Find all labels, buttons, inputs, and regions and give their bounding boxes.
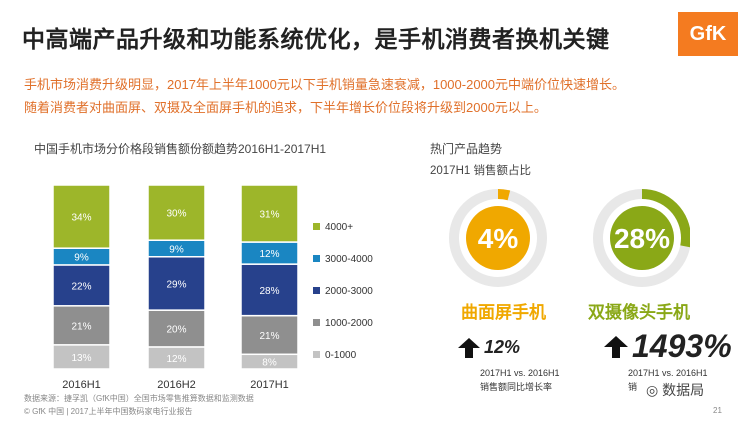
bar-segment — [147, 184, 206, 241]
growth-note-1-line1: 2017H1 vs. 2016H1 — [480, 368, 560, 378]
copyright: © GfK 中国 | 2017上半年中国数码家电行业报告 — [24, 407, 193, 416]
bar-value-label: 21% — [71, 321, 91, 332]
bar-value-label: 30% — [166, 209, 186, 220]
bar-value-label: 21% — [259, 331, 279, 342]
legend-swatch — [313, 223, 320, 230]
curved-screen-label: 曲面屏手机 — [461, 303, 546, 322]
donut-center — [466, 206, 530, 270]
legend-label: 2000-3000 — [325, 286, 373, 297]
summary-line-2: 随着消费者对曲面屏、双摄及全面屏手机的追求，下半年增长价位段将升级到2000元以… — [24, 100, 547, 115]
legend-swatch — [313, 351, 320, 358]
wechat-icon: ◎ — [646, 382, 659, 398]
bar-value-label: 29% — [166, 279, 186, 290]
donut-value: 4% — [478, 223, 519, 254]
donut-area: 4% 28% — [449, 189, 690, 287]
bar-segment — [52, 305, 111, 346]
up-arrow-icon — [458, 338, 480, 363]
dual-camera-label: 双摄像头手机 — [588, 303, 690, 322]
x-tick-label: 2016H2 — [157, 379, 196, 391]
growth-note-2-line2: 销 — [628, 382, 638, 392]
bar-segment — [240, 184, 299, 243]
page-number: 21 — [713, 406, 722, 415]
donut-value: 28% — [614, 223, 670, 254]
bar-value-label: 34% — [71, 213, 91, 224]
bar-value-label: 9% — [74, 253, 89, 264]
growth-note-2-line1: 2017H1 vs. 2016H1 — [628, 368, 708, 378]
growth-note-2: 2017H1 vs. 2016H1 销 — [628, 366, 708, 394]
legend-swatch — [313, 287, 320, 294]
x-tick-label: 2017H1 — [250, 379, 289, 391]
bar-value-label: 31% — [259, 210, 279, 221]
summary-line-1: 手机市场消费升级明显，2017年上半年1000元以下手机销量急速衰减，1000-… — [24, 77, 626, 92]
hot-products-subtitle: 2017H1 销售额占比 — [430, 165, 531, 177]
curved-screen-growth: 12% — [484, 337, 521, 357]
bar-segment — [240, 314, 299, 356]
donut-arc — [593, 189, 690, 287]
legend-label: 3000-4000 — [325, 254, 373, 265]
legend-swatch — [313, 319, 320, 326]
gfk-logo: GfK — [678, 12, 738, 56]
legend-label: 0-1000 — [325, 350, 357, 361]
up-arrow-icon — [604, 336, 628, 363]
source-note: 数据来源：捷孚凯（GfK中国）全国市场零售推算数据和监测数据 — [24, 394, 254, 403]
bar-segment — [52, 184, 111, 249]
watermark: ◎ 数据局 — [646, 380, 704, 400]
bar-segment — [240, 263, 299, 317]
chart-title: 中国手机市场分价格段销售额份额趋势2016H1-2017H1 — [34, 142, 327, 156]
bar-value-label: 28% — [259, 286, 279, 297]
donut-arc — [449, 189, 547, 287]
bar-value-label: 22% — [71, 281, 91, 292]
bar-value-label: 12% — [166, 354, 186, 365]
legend-label: 1000-2000 — [325, 318, 373, 329]
growth-note-1-line2: 销售额同比增长率 — [480, 382, 553, 392]
growth-note-1: 2017H1 vs. 2016H1 销售额同比增长率 — [480, 366, 560, 394]
x-tick-label: 2016H1 — [62, 379, 101, 391]
legend-label: 4000+ — [325, 222, 353, 233]
bar-segment — [52, 264, 111, 307]
legend-swatch — [313, 255, 320, 262]
bar-value-label: 20% — [166, 325, 186, 336]
bar-value-label: 13% — [71, 353, 91, 364]
bar-segment — [147, 309, 206, 348]
page-title: 中高端产品升级和功能系统优化，是手机消费者换机关键 — [22, 26, 610, 52]
watermark-text: 数据局 — [662, 382, 705, 398]
donut-center — [610, 206, 674, 270]
dual-camera-growth: 1493% — [632, 328, 732, 364]
bar-value-label: 8% — [262, 358, 277, 369]
bar-value-label: 9% — [169, 244, 184, 255]
hot-products-title: 热门产品趋势 — [430, 142, 503, 156]
bar-value-label: 12% — [259, 249, 279, 260]
bar-segment — [147, 256, 206, 311]
